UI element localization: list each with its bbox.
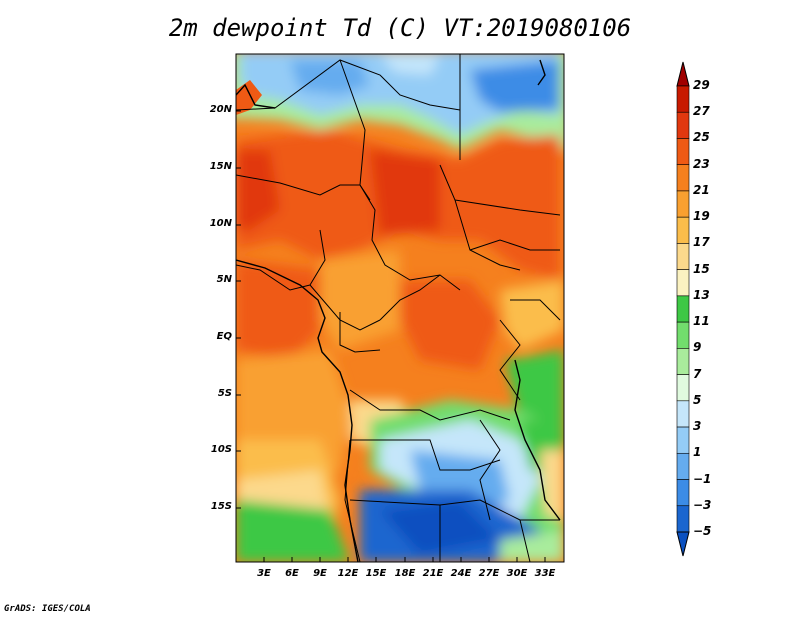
colorbar-label: −1 [693, 471, 712, 486]
colorbar-label: 19 [693, 209, 710, 224]
lon-label: 24E [450, 568, 472, 579]
colorbar [676, 61, 690, 557]
colorbar-label: 9 [693, 340, 702, 355]
lat-label: 5N [216, 274, 232, 285]
colorbar-segment [676, 348, 690, 375]
colorbar-segment [676, 111, 690, 139]
colorbar-segment [676, 216, 690, 244]
lon-label: 6E [285, 568, 299, 579]
colorbar-segment [676, 164, 690, 192]
lon-label: 15E [365, 568, 387, 579]
colorbar-segment [676, 138, 690, 166]
lon-label: 33E [534, 568, 556, 579]
colorbar-segment [676, 400, 690, 428]
lon-label: 12E [337, 568, 359, 579]
colorbar-label: −3 [693, 497, 712, 512]
chart-title: 2m dewpoint Td (C) VT:2019080106 [168, 14, 632, 42]
lat-label: 10S [210, 444, 232, 455]
country-borders [236, 54, 561, 562]
colorbar-segment [676, 295, 690, 323]
colorbar-label: 21 [693, 182, 710, 197]
lat-label: 15N [209, 161, 232, 172]
dewpoint-field [236, 54, 564, 562]
lat-label: 10N [209, 218, 232, 229]
colorbar-label: 25 [693, 130, 710, 145]
colorbar-label: 27 [693, 104, 710, 119]
lat-label: 15S [210, 501, 232, 512]
colorbar-segment [676, 269, 690, 297]
coastline [236, 59, 561, 562]
colorbar-label: 7 [693, 366, 702, 381]
lon-tick-marks [263, 557, 546, 562]
colorbar-label: 15 [693, 261, 710, 276]
colorbar-segment [676, 85, 690, 113]
map-frame [235, 53, 565, 563]
colorbar-label: 13 [693, 287, 710, 302]
colorbar-segment [676, 479, 690, 507]
lon-label: 18E [394, 568, 416, 579]
lon-label: 9E [313, 568, 327, 579]
colorbar-label: −5 [693, 524, 712, 538]
lon-label: 30E [506, 568, 528, 579]
colorbar-label: 5 [693, 392, 702, 407]
grads-credit: GrADS: IGES/COLA [4, 604, 91, 614]
colorbar-segment [676, 505, 690, 533]
colorbar-segment [676, 426, 690, 454]
colorbar-segment [676, 452, 690, 480]
colorbar-segment [676, 243, 690, 270]
colorbar-label: 3 [693, 419, 702, 434]
colorbar-label: 1 [693, 445, 702, 460]
colorbar-bottom-arrow [676, 531, 690, 557]
colorbar-label: 23 [693, 156, 710, 171]
lat-label: 5S [217, 388, 232, 399]
colorbar-segment [676, 374, 690, 402]
lon-label: 27E [478, 568, 500, 579]
lat-label: 20N [209, 104, 232, 115]
lat-tick-marks [236, 110, 241, 509]
colorbar-label: 29 [693, 78, 710, 92]
colorbar-label: 11 [693, 314, 710, 329]
colorbar-top-arrow [676, 61, 690, 87]
lat-label: EQ [216, 331, 232, 342]
colorbar-segment [676, 190, 690, 218]
lon-label: 3E [257, 568, 271, 579]
lon-label: 21E [422, 568, 444, 579]
colorbar-label: 17 [693, 235, 710, 250]
colorbar-segment [676, 321, 690, 349]
